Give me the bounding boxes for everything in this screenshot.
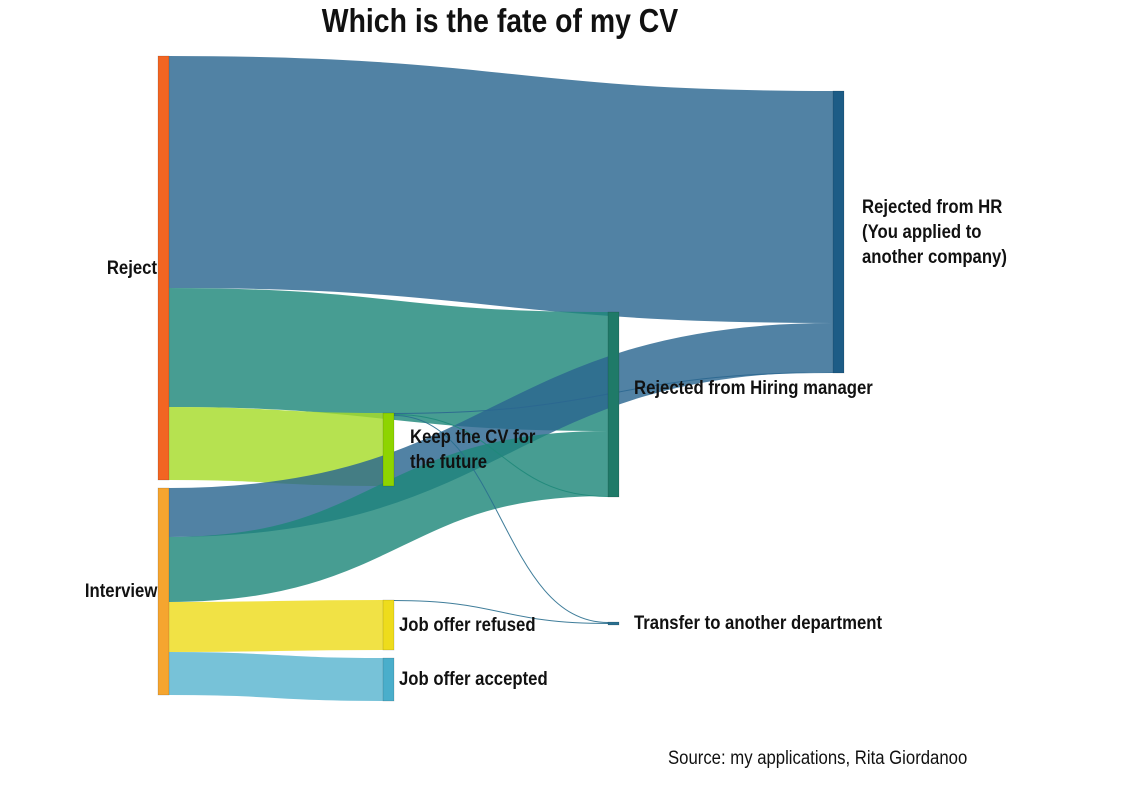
flow-interview-to-refused (168, 600, 384, 652)
node-label-hr: Rejected from HR (You applied to another… (862, 196, 1007, 268)
node-label-transfer: Transfer to another department (634, 613, 883, 634)
source-caption: Source: my applications, Rita Giordanoo (668, 748, 968, 769)
flow-refused-to-transfer (393, 600, 609, 624)
chart-title: Which is the fate of my CV (321, 2, 679, 39)
node-refused (382, 599, 395, 651)
node-transfer (607, 621, 620, 626)
flow-reject-to-hr (168, 56, 834, 323)
flow-interview-to-accepted (168, 652, 384, 701)
flow-interview-to-hiring (168, 431, 609, 602)
node-reject (157, 55, 170, 481)
node-interview (157, 487, 170, 696)
node-accepted (382, 657, 395, 702)
flow-reject-to-hiring (168, 288, 609, 431)
node-hiring (607, 311, 620, 498)
node-label-refused: Job offer refused (399, 614, 536, 636)
flow-keep-to-transfer (393, 415, 609, 623)
flow-reject-to-keep (168, 407, 384, 486)
node-label-reject: Reject (106, 257, 157, 279)
node-label-hiring: Rejected from Hiring manager (634, 378, 873, 399)
flow-keep-to-hiring (393, 414, 609, 497)
flow-interview-to-hr (168, 323, 834, 537)
node-label-keep: Keep the CV for the future (410, 426, 536, 473)
node-label-accepted: Job offer accepted (399, 669, 548, 690)
node-hr (832, 90, 845, 374)
node-keep (382, 412, 395, 487)
node-label-interview: Interview (84, 581, 157, 602)
